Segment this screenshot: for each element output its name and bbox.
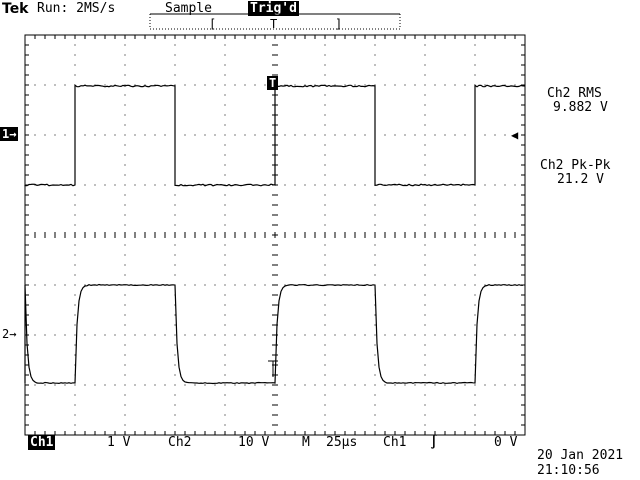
ch2-scale: 10 V bbox=[238, 435, 269, 450]
trigger-level: 0 V bbox=[494, 435, 517, 450]
ch2-label: Ch2 bbox=[168, 435, 191, 450]
ch1-label-badge: Ch1 bbox=[28, 435, 55, 450]
record-length-bar bbox=[150, 14, 400, 29]
measurement-2-label: Ch2 Pk-Pk bbox=[540, 158, 610, 173]
measurement-1-label: Ch2 RMS bbox=[547, 86, 602, 101]
trigger-source: Ch1 bbox=[383, 435, 406, 450]
measurement-2-value: 21.2 V bbox=[557, 172, 604, 187]
ch1-waveform bbox=[25, 85, 525, 186]
time-readout: 21:10:56 bbox=[537, 463, 600, 478]
trigger-level-arrow-icon[interactable]: ◀ bbox=[511, 128, 518, 142]
trigger-slope-icon: ∫ bbox=[430, 435, 438, 450]
ch2-waveform bbox=[25, 285, 523, 384]
ch1-scale: 1 V bbox=[107, 435, 130, 450]
date-readout: 20 Jan 2021 bbox=[537, 448, 623, 463]
timebase-label: M bbox=[302, 435, 310, 450]
ch2-ground-marker[interactable]: 2→ bbox=[2, 327, 16, 341]
timebase-value: 25µs bbox=[326, 435, 357, 450]
ch1-ground-marker[interactable]: 1→ bbox=[0, 127, 18, 141]
measurement-1-value: 9.882 V bbox=[553, 100, 608, 115]
trigger-position-marker[interactable]: T bbox=[267, 76, 278, 90]
